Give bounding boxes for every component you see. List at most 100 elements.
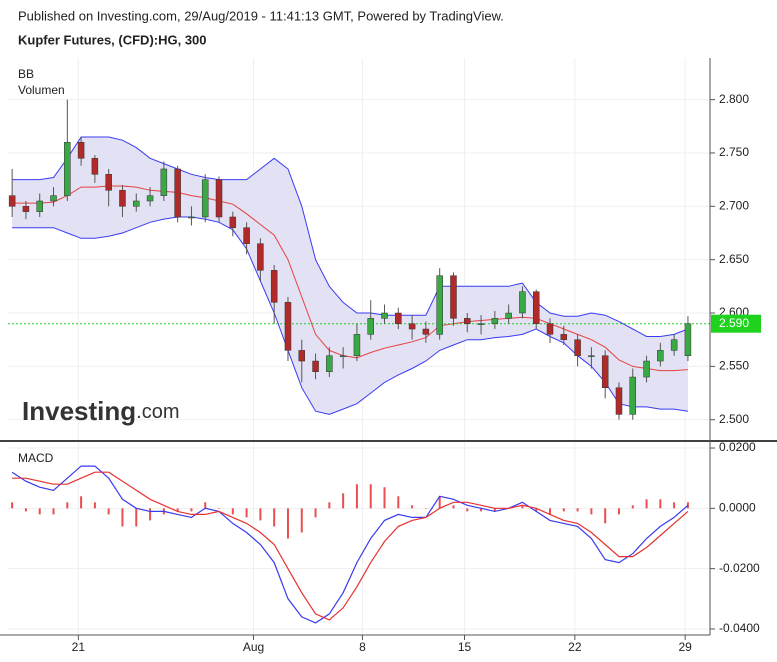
candle-body bbox=[201, 179, 209, 218]
histogram-bar bbox=[286, 508, 289, 539]
candle-body bbox=[77, 142, 85, 159]
candle-body bbox=[146, 195, 154, 202]
candle-body bbox=[229, 216, 237, 228]
histogram-bar bbox=[300, 508, 303, 533]
histogram-bar bbox=[562, 508, 565, 512]
histogram-bar bbox=[273, 508, 276, 527]
candle-body bbox=[105, 174, 112, 191]
candle-body bbox=[367, 318, 374, 335]
candle-body bbox=[119, 190, 126, 207]
macd-line bbox=[12, 471, 689, 621]
candle-body bbox=[133, 200, 140, 207]
histogram-bar bbox=[93, 502, 96, 509]
candle-body bbox=[684, 323, 692, 356]
candle-body bbox=[284, 302, 292, 351]
indicator-label: BB bbox=[18, 67, 34, 81]
logo-brand: Investing bbox=[22, 396, 136, 426]
candle-body bbox=[450, 275, 457, 319]
published-note: Published on Investing.com, 29/Aug/2019 … bbox=[18, 8, 504, 23]
candle-body bbox=[546, 323, 554, 335]
x-tick-label: 15 bbox=[458, 640, 472, 654]
histogram-bar bbox=[535, 508, 538, 512]
candle-body bbox=[50, 195, 57, 202]
histogram-bar bbox=[218, 508, 221, 509]
histogram-bar bbox=[549, 508, 552, 515]
last-price-box bbox=[711, 314, 761, 333]
band-upper bbox=[12, 136, 689, 337]
candle-body bbox=[643, 360, 650, 378]
y-tick-label: -0.0400 bbox=[719, 621, 760, 635]
histogram-bar bbox=[686, 502, 689, 509]
histogram-bar bbox=[135, 508, 138, 527]
candle-body bbox=[491, 318, 499, 324]
histogram-bar bbox=[645, 499, 648, 509]
histogram-bar bbox=[397, 496, 400, 509]
indicator-label: Volumen bbox=[18, 83, 65, 97]
histogram-bar bbox=[24, 508, 27, 512]
y-tick-label: 2.750 bbox=[719, 145, 749, 159]
histogram-bar bbox=[383, 487, 386, 509]
histogram-bar bbox=[314, 508, 317, 518]
x-tick-label: Aug bbox=[243, 640, 264, 654]
histogram-bar bbox=[11, 502, 14, 509]
candle-body bbox=[270, 270, 278, 303]
x-tick-label: 29 bbox=[678, 640, 692, 654]
histogram-bar bbox=[204, 502, 207, 509]
candle-body bbox=[381, 312, 388, 319]
candle-body bbox=[560, 334, 568, 340]
histogram-bar bbox=[355, 484, 358, 509]
candle-body bbox=[670, 339, 678, 351]
panel-title: MACD bbox=[18, 451, 54, 465]
histogram-bar bbox=[342, 493, 345, 509]
histogram-bar bbox=[493, 508, 496, 512]
band-middle bbox=[12, 185, 688, 372]
candle-body bbox=[243, 227, 250, 244]
y-tick-label: 2.550 bbox=[719, 359, 749, 373]
y-tick-label: 2.700 bbox=[719, 198, 749, 212]
candle-body bbox=[615, 387, 623, 415]
y-tick-label: 0.0200 bbox=[719, 440, 756, 454]
y-tick-label: -0.0200 bbox=[719, 561, 760, 575]
histogram-bar bbox=[107, 508, 110, 515]
histogram-bar bbox=[480, 508, 483, 512]
histogram-bar bbox=[259, 508, 262, 521]
histogram-bar bbox=[176, 508, 179, 512]
candle-body bbox=[436, 275, 443, 335]
last-price-label: 2.590 bbox=[719, 316, 749, 330]
candle-body bbox=[464, 318, 471, 324]
logo-suffix: .com bbox=[136, 401, 179, 423]
histogram-bar bbox=[411, 505, 414, 509]
histogram-bar bbox=[190, 508, 193, 512]
histogram-bar bbox=[466, 508, 469, 512]
candle-body bbox=[395, 312, 402, 324]
candle-body bbox=[532, 291, 540, 324]
x-tick-label: 21 bbox=[72, 640, 86, 654]
candle-body bbox=[519, 291, 526, 314]
candle-body bbox=[408, 323, 416, 330]
candle-body bbox=[215, 179, 223, 218]
histogram-bar bbox=[38, 508, 41, 515]
histogram-bar bbox=[52, 508, 55, 515]
candle-body bbox=[629, 376, 637, 415]
candle-body bbox=[339, 355, 347, 357]
histogram-bar bbox=[328, 502, 331, 509]
y-tick-label: 2.500 bbox=[719, 412, 749, 426]
candle-body bbox=[312, 360, 319, 372]
candle-body bbox=[588, 355, 595, 357]
histogram-bar bbox=[369, 484, 372, 509]
histogram-bar bbox=[231, 508, 234, 515]
histogram-bar bbox=[452, 505, 455, 509]
histogram-bar bbox=[617, 508, 620, 515]
candle-body bbox=[505, 312, 512, 319]
histogram-bar bbox=[149, 508, 152, 521]
histogram-bar bbox=[631, 505, 634, 509]
x-tick-label: 8 bbox=[359, 640, 366, 654]
logo: Investing.com bbox=[22, 396, 179, 426]
candle-body bbox=[8, 195, 16, 207]
histogram-bar bbox=[521, 505, 524, 509]
candle-body bbox=[477, 323, 485, 325]
candle-body bbox=[574, 339, 581, 356]
candle-body bbox=[188, 216, 195, 219]
candle-body bbox=[257, 243, 264, 271]
